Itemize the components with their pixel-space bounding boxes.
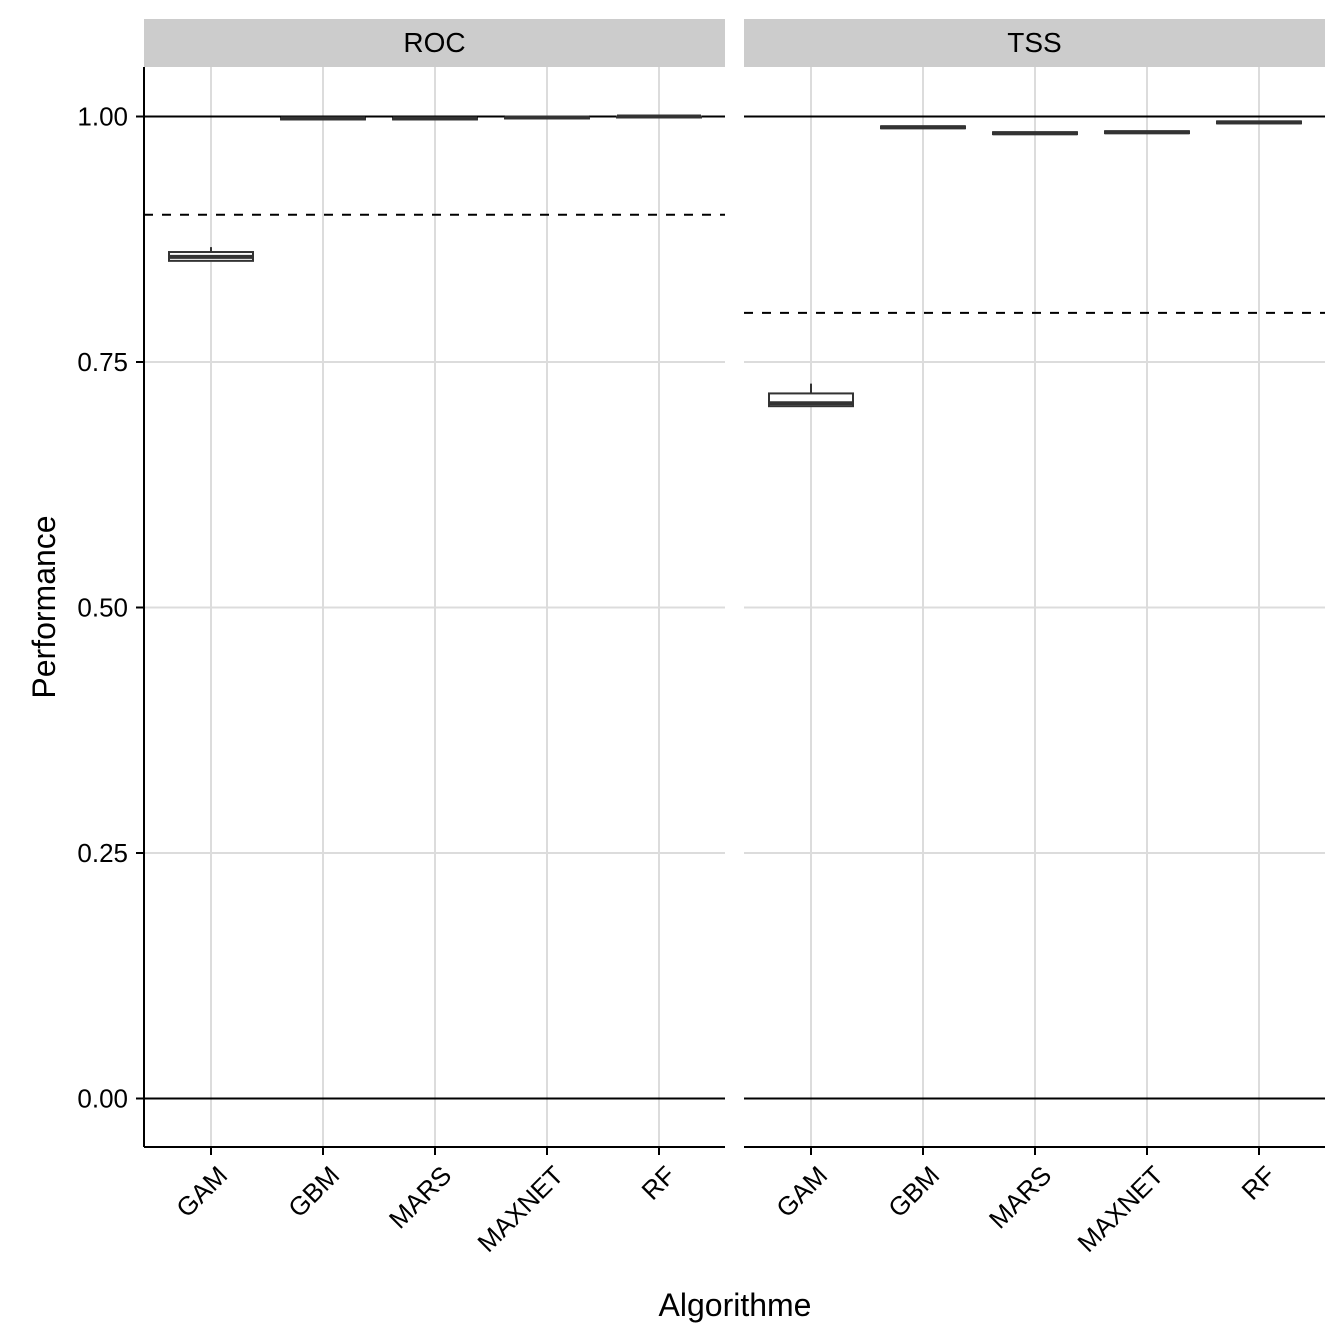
facet-strip-label: TSS [1007,27,1061,58]
box-rf [1216,120,1302,125]
x-tick-label: GAM [770,1160,833,1223]
x-tick-label: MAXNET [471,1160,569,1258]
x-axis-title: Algorithme [659,1287,812,1323]
box-mars [392,116,478,121]
box-gam [768,383,854,408]
box-gbm [280,116,366,121]
box-gam [168,247,254,262]
x-tick-label: MARS [383,1160,457,1234]
y-tick-label: 0.25 [77,838,128,868]
y-tick-label: 1.00 [77,102,128,132]
x-tick-label: GBM [282,1160,345,1223]
facet-strip [144,19,725,67]
panel-roc: ROC GAM GBM MARS MAXNET RF [144,19,725,1258]
box-maxnet [1104,130,1190,135]
x-tick-label: RF [636,1160,682,1206]
box-gbm [880,125,966,130]
box-rf [616,114,702,119]
box-maxnet [504,115,590,120]
y-tick-label: 0.75 [77,347,128,377]
box-mars [992,131,1078,136]
facet-strip-label: ROC [403,27,465,58]
x-tick-label: GBM [882,1160,945,1223]
y-tick-label: 0.00 [77,1084,128,1114]
x-tick-label: RF [1236,1160,1282,1206]
x-tick-label: GAM [170,1160,233,1223]
x-tick-label: MARS [983,1160,1057,1234]
facet-strip [744,19,1325,67]
y-axis: 0.00 0.25 0.50 0.75 1.00 [77,67,145,1147]
panel-tss: TSS GAM GBM MARS MAXNET RF [744,19,1325,1258]
x-tick-label: MAXNET [1071,1160,1169,1258]
y-tick-label: 0.50 [77,593,128,623]
y-axis-title: Performance [26,515,62,698]
